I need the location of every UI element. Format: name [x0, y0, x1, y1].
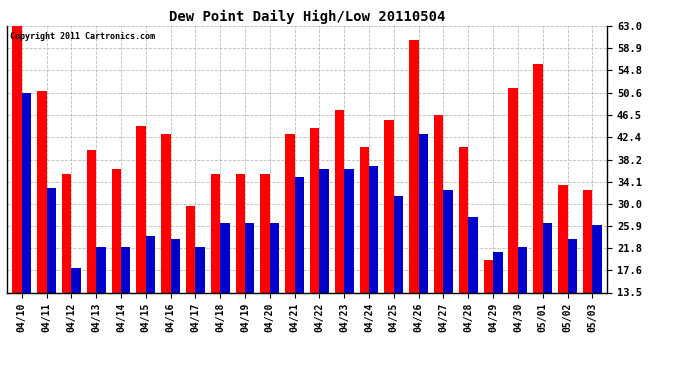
Bar: [285, 134, 295, 365]
Text: Copyright 2011 Cartronics.com: Copyright 2011 Cartronics.com: [10, 32, 155, 40]
Bar: [62, 174, 71, 365]
Bar: [12, 26, 22, 365]
Bar: [96, 247, 106, 365]
Bar: [146, 236, 155, 365]
Bar: [121, 247, 130, 365]
Bar: [409, 40, 419, 365]
Bar: [161, 134, 170, 365]
Bar: [310, 129, 319, 365]
Bar: [335, 110, 344, 365]
Bar: [384, 120, 394, 365]
Bar: [47, 188, 56, 365]
Bar: [195, 247, 205, 365]
Bar: [369, 166, 379, 365]
Bar: [459, 147, 469, 365]
Bar: [558, 185, 567, 365]
Bar: [295, 177, 304, 365]
Bar: [567, 239, 577, 365]
Bar: [87, 150, 96, 365]
Bar: [434, 115, 444, 365]
Bar: [211, 174, 220, 365]
Bar: [592, 225, 602, 365]
Bar: [444, 190, 453, 365]
Bar: [543, 223, 552, 365]
Bar: [37, 91, 47, 365]
Bar: [493, 252, 502, 365]
Bar: [394, 196, 403, 365]
Bar: [484, 260, 493, 365]
Bar: [186, 207, 195, 365]
Bar: [319, 169, 329, 365]
Bar: [220, 223, 230, 365]
Bar: [235, 174, 245, 365]
Bar: [245, 223, 255, 365]
Bar: [22, 93, 31, 365]
Bar: [270, 223, 279, 365]
Bar: [533, 64, 543, 365]
Bar: [137, 126, 146, 365]
Bar: [260, 174, 270, 365]
Bar: [583, 190, 592, 365]
Bar: [518, 247, 527, 365]
Bar: [509, 88, 518, 365]
Bar: [344, 169, 354, 365]
Bar: [359, 147, 369, 365]
Bar: [71, 268, 81, 365]
Bar: [112, 169, 121, 365]
Title: Dew Point Daily High/Low 20110504: Dew Point Daily High/Low 20110504: [169, 9, 445, 24]
Bar: [419, 134, 428, 365]
Bar: [469, 217, 477, 365]
Bar: [170, 239, 180, 365]
